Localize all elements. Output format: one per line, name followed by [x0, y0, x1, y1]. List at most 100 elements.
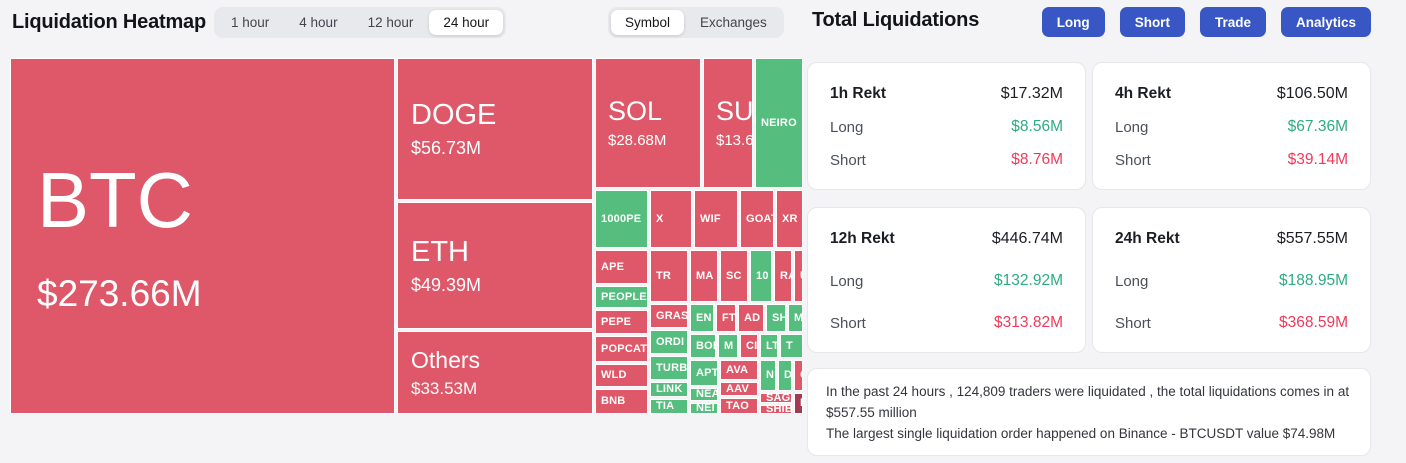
tile-symbol: FT [722, 311, 736, 324]
treemap-tile-ava[interactable]: AVA [720, 360, 758, 380]
short-label: Short [830, 314, 866, 332]
treemap-tile-turb[interactable]: TURB [650, 356, 688, 380]
treemap-tile-xr[interactable]: XR [776, 190, 803, 248]
trade-button[interactable]: Trade [1199, 7, 1266, 37]
tile-symbol: APT [696, 366, 718, 379]
tile-symbol: PEPE [601, 315, 632, 328]
tile-symbol: XR [782, 212, 798, 225]
long-label: Long [1115, 118, 1149, 136]
rekt-card-1h-rekt: 1h Rekt $17.32M Long $8.56M Short $8.76M [807, 62, 1086, 190]
treemap-tile-people[interactable]: PEOPLE [595, 286, 648, 308]
long-row: Long $67.36M [1115, 118, 1348, 136]
treemap-tile-sc[interactable]: SC [720, 250, 748, 302]
treemap-tile-en[interactable]: EN [690, 304, 714, 332]
tile-symbol: AVA [726, 363, 749, 376]
tab-1-hour[interactable]: 1 hour [231, 15, 270, 30]
long-row: Long $132.92M [830, 272, 1063, 290]
treemap-tile-goat[interactable]: GOAT [740, 190, 774, 248]
tab-4-hour[interactable]: 4 hour [299, 15, 338, 30]
summary-line-1: In the past 24 hours , 124,809 traders w… [826, 384, 1350, 420]
card-total-value: $17.32M [1000, 85, 1063, 102]
treemap-tile-sui[interactable]: SUI $13.61M [703, 58, 753, 188]
treemap-tile-lt[interactable]: LT [760, 334, 778, 358]
card-title-row: 4h Rekt $106.50M [1115, 85, 1348, 103]
long-button[interactable]: Long [1041, 7, 1105, 37]
treemap-tile-t[interactable]: T [780, 334, 803, 358]
treemap-tile-ra[interactable]: RA [774, 250, 792, 302]
tile-symbol: BON [696, 339, 715, 352]
long-value: $188.95M [1279, 272, 1348, 289]
treemap-tile-pepe[interactable]: PEPE [595, 310, 648, 334]
treemap-tile-d[interactable]: D [778, 360, 792, 391]
treemap-tile-bon[interactable]: BON [690, 334, 716, 358]
treemap-tile-others[interactable]: Others $33.53M [397, 331, 593, 414]
treemap-tile-aav[interactable]: AAV [720, 382, 758, 396]
treemap-tile-ad[interactable]: AD [738, 304, 764, 332]
tile-value: $28.68M [608, 132, 667, 149]
treemap-tile-apt[interactable]: APT [690, 360, 718, 386]
treemap-tile-tia[interactable]: TIA [650, 399, 688, 414]
summary-line-2: The largest single liquidation order hap… [826, 425, 1336, 441]
page-title: Liquidation Heatmap [12, 11, 206, 33]
treemap-tile-saga[interactable]: SAGA [760, 393, 792, 403]
tile-symbol: AAV [726, 382, 750, 395]
treemap-tile-n[interactable]: N [760, 360, 776, 391]
treemap-tile-neiro[interactable]: NEIRO [755, 58, 803, 188]
treemap-tile-nea[interactable]: NEA [690, 388, 718, 401]
long-value: $132.92M [994, 272, 1063, 289]
treemap-tile-wld[interactable]: WLD [595, 364, 648, 387]
tile-symbol: D [784, 369, 792, 381]
tile-symbol: TAO [726, 399, 750, 412]
short-label: Short [830, 151, 866, 169]
card-title-row: 12h Rekt $446.74M [830, 230, 1063, 248]
treemap-tile-btc[interactable]: BTC $273.66M [10, 58, 395, 414]
tile-symbol: SUI [716, 96, 753, 126]
tile-symbol: 1000PE [601, 212, 642, 225]
tile-symbol: C [800, 370, 802, 381]
treemap-tile-sol[interactable]: SOL $28.68M [595, 58, 701, 188]
treemap-tile-gras[interactable]: GRAS [650, 304, 688, 328]
long-value: $8.56M [1011, 118, 1063, 135]
treemap-tile-1000pe[interactable]: 1000PE [595, 190, 648, 248]
tile-symbol: H [800, 398, 802, 409]
treemap-tile-ma[interactable]: MA [690, 250, 718, 302]
treemap-tile-popcat[interactable]: POPCAT [595, 336, 648, 362]
treemap-tile-shib[interactable]: SHIB [760, 405, 792, 414]
short-label: Short [1115, 151, 1151, 169]
treemap-tile-ci[interactable]: CI [740, 334, 758, 358]
treemap-tile-c[interactable]: C [794, 360, 803, 391]
card-total-value: $106.50M [1276, 85, 1348, 102]
treemap-tile-m[interactable]: M [718, 334, 738, 358]
short-button[interactable]: Short [1119, 7, 1185, 37]
tab-exchanges[interactable]: Exchanges [700, 15, 767, 30]
treemap-tile-bnb[interactable]: BNB [595, 389, 648, 414]
treemap-tile-eth[interactable]: ETH $49.39M [397, 202, 593, 329]
summary-card: In the past 24 hours , 124,809 traders w… [807, 368, 1371, 456]
tile-symbol: EN [696, 311, 712, 324]
treemap-tile-10[interactable]: 10 [750, 250, 772, 302]
treemap-tile-m[interactable]: M [788, 304, 803, 332]
treemap-tile-tao[interactable]: TAO [720, 398, 758, 414]
treemap-tile-h[interactable]: H [794, 393, 803, 414]
treemap-tile-x[interactable]: X [650, 190, 692, 248]
treemap-tile-ordi[interactable]: ORDI [650, 330, 688, 354]
tab-12-hour[interactable]: 12 hour [367, 15, 414, 30]
treemap-tile-nei[interactable]: NEI [690, 403, 718, 414]
tab-24-hour[interactable]: 24 hour [429, 10, 504, 35]
treemap-tile-un[interactable]: UN [794, 250, 803, 302]
tile-symbol: SC [726, 269, 742, 282]
treemap-tile-wif[interactable]: WIF [694, 190, 738, 248]
view-mode-tabs: Symbol Exchanges [608, 7, 784, 38]
tile-symbol: LT [766, 339, 778, 352]
treemap-tile-ape[interactable]: APE [595, 250, 648, 284]
treemap-tile-doge[interactable]: DOGE $56.73M [397, 58, 593, 200]
tab-symbol[interactable]: Symbol [611, 10, 685, 35]
treemap-tile-link[interactable]: LINK [650, 382, 688, 397]
tile-symbol: T [786, 339, 793, 352]
short-row: Short $368.59M [1115, 314, 1348, 332]
treemap-tile-ft[interactable]: FT [716, 304, 736, 332]
analytics-button[interactable]: Analytics [1280, 7, 1371, 37]
treemap-tile-tr[interactable]: TR [650, 250, 688, 302]
treemap-tile-sh[interactable]: SH [766, 304, 786, 332]
time-range-tabs: 1 hour 4 hour 12 hour 24 hour [214, 7, 507, 38]
